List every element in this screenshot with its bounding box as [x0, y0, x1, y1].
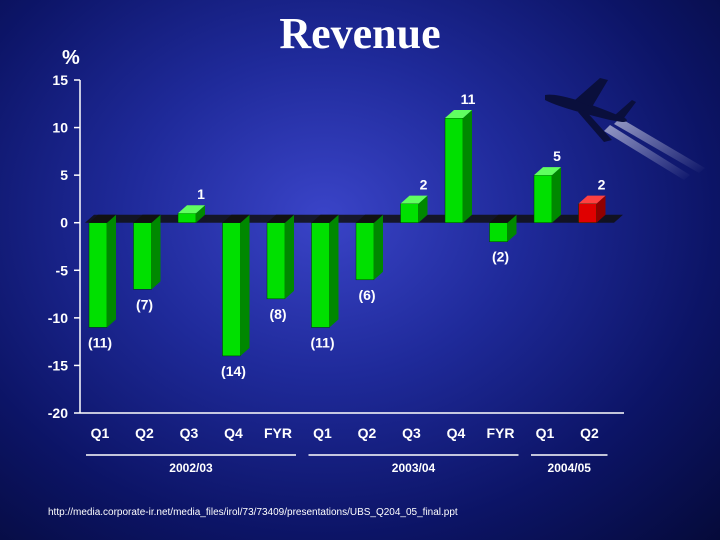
data-label: (7)	[136, 296, 153, 312]
group-label: 2002/03	[169, 461, 213, 475]
bar-side	[285, 214, 294, 299]
bar	[444, 110, 472, 223]
bar-top	[267, 214, 294, 223]
x-tick-label: Q2	[135, 425, 154, 441]
bar-front	[133, 222, 152, 290]
x-tick-label: Q4	[447, 425, 466, 441]
y-tick-label: 15	[52, 72, 68, 88]
bar-side	[151, 214, 161, 290]
bar-side	[552, 167, 561, 223]
bar-top	[489, 214, 517, 223]
bar-top	[356, 214, 383, 223]
bar	[266, 214, 294, 300]
group-label: 2003/04	[392, 461, 436, 475]
y-tick-label: -15	[48, 357, 68, 373]
bar-side	[596, 195, 606, 223]
bar-front	[444, 117, 464, 223]
bar-front	[88, 222, 108, 328]
data-label: (8)	[269, 306, 286, 322]
data-label: 5	[553, 148, 561, 164]
bar-front	[311, 222, 330, 328]
bar	[133, 214, 161, 290]
bar	[578, 195, 606, 223]
x-tick-label: Q4	[224, 425, 243, 441]
bar	[400, 195, 428, 223]
bar-side	[329, 214, 339, 328]
y-tick-label: -5	[56, 262, 69, 278]
page-title: Revenue	[279, 9, 441, 58]
data-label: (14)	[221, 363, 246, 379]
group-label: 2004/05	[548, 461, 592, 475]
data-label: (11)	[88, 334, 112, 350]
bar-side	[463, 110, 472, 223]
bar-top	[534, 167, 561, 176]
bar	[222, 214, 250, 357]
bar	[311, 214, 339, 328]
data-label: 2	[420, 177, 428, 193]
x-tick-label: Q2	[358, 425, 377, 441]
x-tick-label: FYR	[264, 425, 292, 441]
source-url-text: http://media.corporate-ir.net/media_file…	[48, 507, 458, 518]
x-tick-label: Q3	[180, 425, 199, 441]
bar-front	[533, 174, 553, 223]
bar-front	[489, 222, 508, 242]
bar	[355, 214, 383, 281]
airplane-icon	[545, 78, 636, 142]
data-label: (11)	[310, 334, 334, 350]
bar-top	[445, 110, 472, 119]
bar-side	[240, 214, 250, 356]
x-tick-label: Q1	[91, 425, 110, 441]
data-label: 2	[598, 177, 606, 193]
bar-top	[178, 205, 205, 214]
bar-front	[355, 222, 375, 281]
bar-top	[578, 195, 606, 204]
data-label: 1	[197, 186, 205, 202]
bar-top	[311, 214, 339, 223]
y-axis-label: %	[62, 47, 80, 69]
bar-side	[107, 214, 116, 328]
bar-front	[177, 212, 197, 223]
y-tick-label: -20	[48, 405, 68, 421]
bar-side	[374, 214, 383, 280]
y-tick-label: 5	[60, 167, 68, 183]
bar-side	[196, 205, 205, 223]
x-tick-label: Q1	[536, 425, 555, 441]
data-label: (2)	[492, 249, 509, 265]
x-tick-label: Q2	[580, 425, 599, 441]
data-label: 11	[461, 91, 476, 107]
y-tick-label: 10	[52, 120, 68, 136]
bar-side	[418, 195, 428, 223]
bar-top	[400, 195, 428, 204]
bar-top	[222, 214, 250, 223]
x-tick-label: FYR	[487, 425, 515, 441]
bar-front	[222, 222, 241, 357]
contrail-shape	[614, 118, 705, 173]
bar-top	[133, 214, 161, 223]
bar-side	[507, 214, 517, 242]
bar	[88, 214, 116, 328]
bar-front	[400, 203, 419, 223]
x-tick-label: Q1	[313, 425, 332, 441]
bar-top	[89, 214, 116, 223]
contrail-shape	[604, 125, 690, 180]
x-tick-label: Q3	[402, 425, 421, 441]
bar	[489, 214, 517, 242]
data-label: (6)	[358, 287, 375, 303]
y-tick-label: 0	[60, 215, 68, 231]
y-tick-label: -10	[48, 310, 68, 326]
bar	[533, 167, 561, 223]
bar-front	[266, 222, 286, 300]
zero-plane	[85, 214, 623, 223]
bar	[177, 205, 205, 223]
bar-front	[578, 203, 597, 223]
